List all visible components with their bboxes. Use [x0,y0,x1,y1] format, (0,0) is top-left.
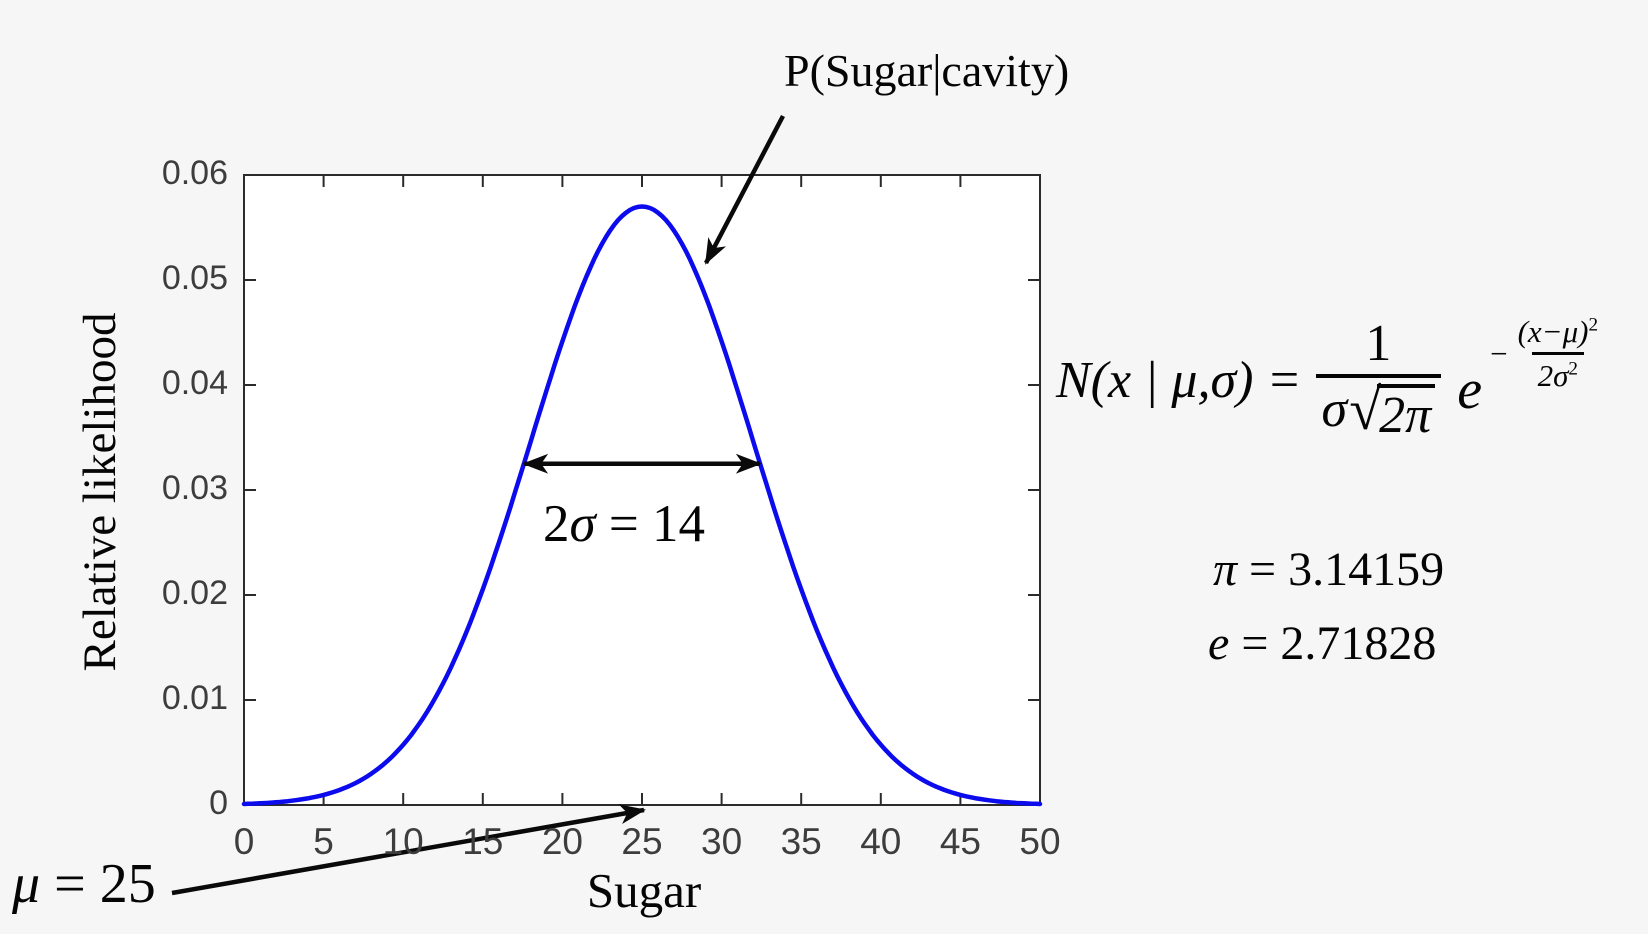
curve-label: P(Sugar|cavity) [784,45,1070,96]
formula-fraction: 1 σ √ 2π [1315,315,1442,442]
x-tick-label: 0 [233,821,255,862]
curve-label-arrow [704,114,785,265]
x-tick-label: 25 [621,821,663,862]
x-tick-label: 20 [541,821,583,862]
exponent-minus: − [1490,336,1508,371]
gaussian-pdf-formula: N(x | μ,σ) = 1 σ √ 2π e − (x−μ)2 2σ2 [1056,300,1604,460]
formula-denominator: σ √ 2π [1315,374,1442,442]
y-tick-label: 0.02 [161,574,228,612]
radical-sign: √ [1349,377,1382,442]
y-tick-label: 0.01 [161,679,228,717]
sigma-width-label: 2σ = 14 [543,494,705,554]
exponential-term: e − (x−μ)2 2σ2 [1457,314,1604,421]
y-tick-label: 0.06 [161,154,228,192]
y-tick-label: 0 [209,784,228,822]
x-tick-label: 45 [939,821,981,862]
exponent-numerator: (x−μ)2 [1512,314,1605,352]
exponent: − (x−μ)2 2σ2 [1490,314,1604,394]
exp-den-text: 2σ [1537,358,1569,393]
exp-num-text: (x−μ) [1517,314,1589,349]
x-tick-label: 40 [860,821,902,862]
sigma-prefix: 2 [543,495,570,553]
denominator-sigma: σ [1321,381,1348,438]
sigma-symbol: σ [569,495,596,553]
e-constant: e = 2.71828 [1208,616,1436,671]
exponent-fraction: (x−μ)2 2σ2 [1512,314,1605,394]
e-symbol: e [1208,617,1230,670]
plot-area [244,175,1040,805]
euler-e: e [1457,359,1483,421]
mu-mean-label: μ = 25 [12,852,156,916]
sigma-value: = 14 [595,495,706,553]
exponent-denominator: 2σ2 [1531,352,1585,394]
exp-num-square: 2 [1588,314,1599,336]
formula-numerator: 1 [1365,315,1392,372]
mu-value: = 25 [40,853,156,915]
pi-constant: π = 3.14159 [1213,542,1444,597]
x-tick-label: 35 [780,821,822,862]
radicand: 2π [1377,384,1436,442]
x-tick-label: 30 [701,821,743,862]
x-tick-label: 10 [382,821,424,862]
mu-symbol: μ [12,853,41,915]
x-axis-label: Sugar [586,863,702,918]
x-tick-label: 5 [313,821,334,862]
x-tick-label: 50 [1019,821,1061,862]
pi-value: = 3.14159 [1237,543,1445,596]
y-axis-label: Relative likelihood [74,312,126,672]
y-tick-label: 0.03 [161,469,228,507]
x-tick-label: 15 [462,821,504,862]
gaussian-curve [241,204,1043,807]
formula-lhs: N(x | μ,σ) = [1056,351,1302,409]
e-value: = 2.71828 [1229,617,1437,670]
mu-marker-arrow [171,804,646,896]
y-tick-label: 0.04 [161,364,228,402]
pi-symbol: π [1213,543,1238,596]
exp-den-square: 2 [1568,358,1579,380]
y-tick-label: 0.05 [161,259,228,297]
